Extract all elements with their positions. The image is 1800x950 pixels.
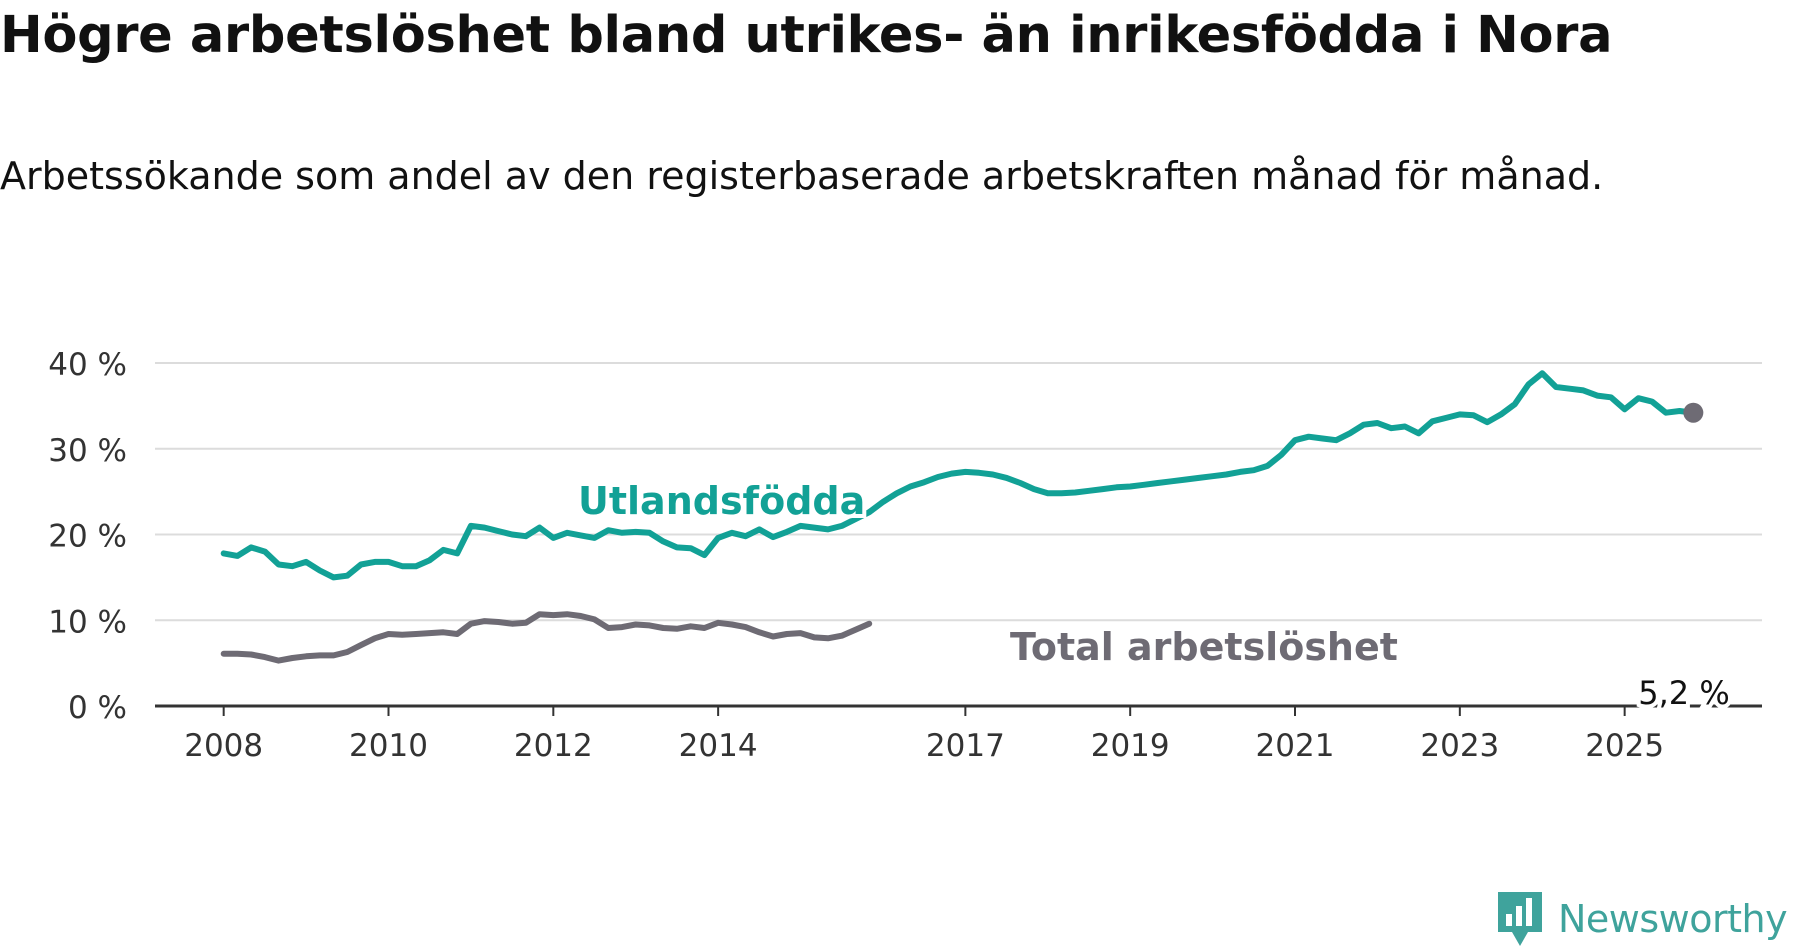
x-tick-label: 2012 [514, 728, 593, 764]
x-tick-label: 2021 [1256, 728, 1335, 764]
y-axis-labels: 0 % 10 % 20 % 30 % 40 % [48, 347, 127, 726]
series-label-utlandsfodda: Utlandsfödda [578, 479, 865, 523]
end-point-marker [1683, 402, 1704, 423]
y-tick-label: 30 % [48, 433, 127, 469]
x-tick-label: 2014 [679, 728, 758, 764]
series-line-1 [220, 611, 873, 664]
gridlines [155, 362, 1762, 622]
y-tick-label: 20 % [48, 519, 127, 555]
y-tick-label: 10 % [48, 604, 127, 640]
x-tick-label: 2017 [926, 728, 1005, 764]
x-axis: 2008 2010 2012 2014 2017 2019 2021 2023 2025 [155, 704, 1762, 764]
series-line-0 [220, 370, 1697, 581]
chart-title: Högre arbetslöshet bland utrikes- än inr… [0, 6, 1613, 65]
newsworthy-brand: Newsworthy [1494, 888, 1788, 950]
brand-name: Newsworthy [1558, 897, 1788, 941]
x-tick-label: 2019 [1091, 728, 1170, 764]
x-tick-label: 2010 [349, 728, 428, 764]
series-labels: Utlandsfödda Total arbetslöshet 5,2 % [574, 475, 1734, 716]
y-tick-label: 40 % [48, 347, 127, 383]
chart-subtitle: Arbetssökande som andel av den registerb… [0, 154, 1604, 198]
y-tick-label: 0 % [68, 690, 127, 726]
x-tick-label: 2025 [1585, 728, 1664, 764]
newsworthy-logo-icon [1498, 892, 1542, 946]
x-tick-label: 2023 [1420, 728, 1499, 764]
series-label-total: Total arbetslöshet [1010, 625, 1398, 669]
series-lines [220, 370, 1704, 664]
end-value-label: 5,2 % [1638, 674, 1729, 712]
x-tick-label: 2008 [184, 728, 263, 764]
